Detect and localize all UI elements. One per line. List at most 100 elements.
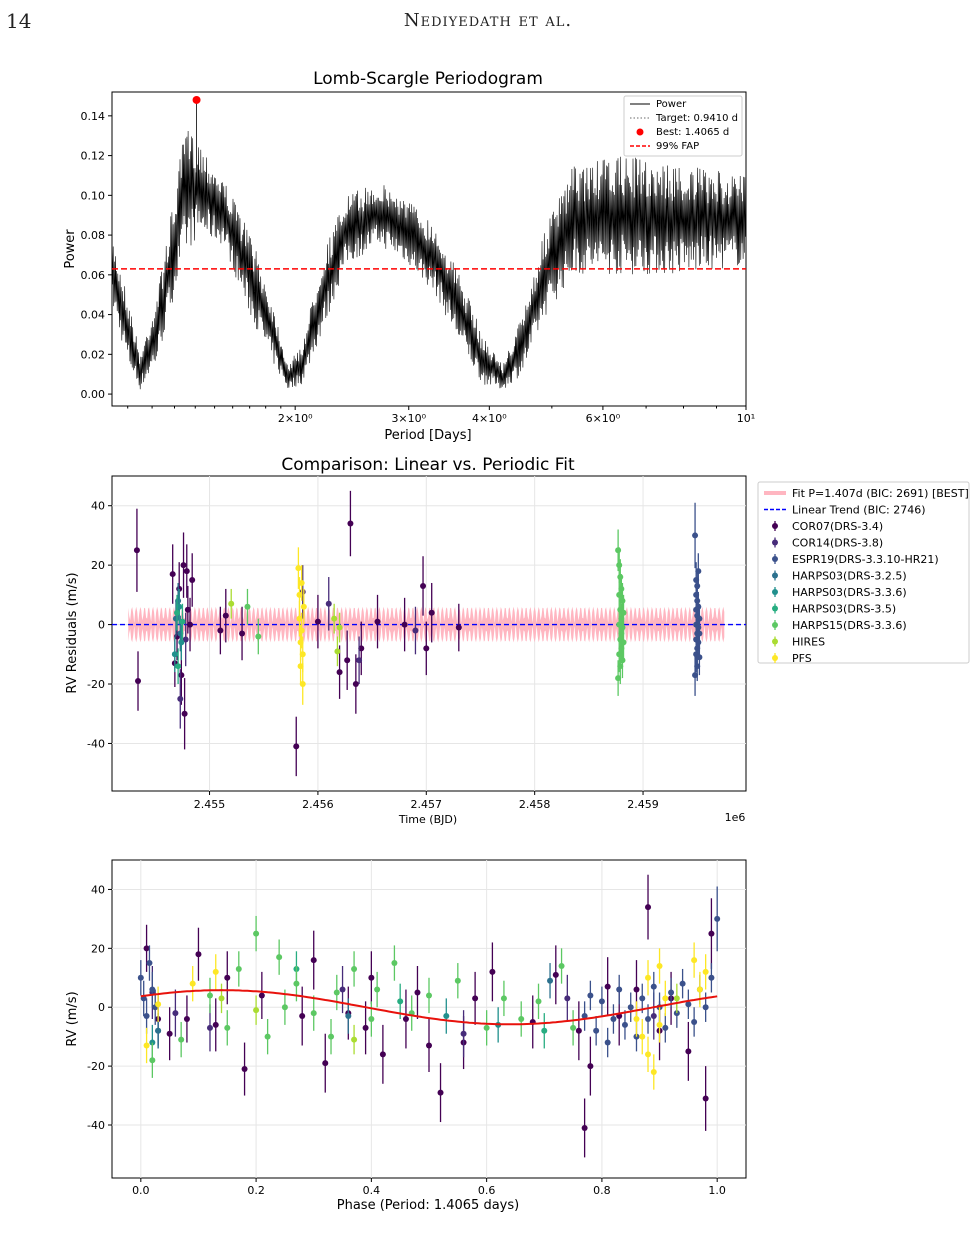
data-point [174, 609, 181, 616]
periodogram-legend: Power Target: 0.9410 d Best: 1.4065 d 99… [623, 95, 743, 157]
y-tick-label: -20 [87, 678, 105, 691]
legend-swatch-marker [772, 539, 778, 546]
data-point [685, 1001, 692, 1008]
data-point [169, 571, 176, 578]
data-point [358, 645, 365, 652]
data-point [650, 1013, 657, 1020]
legend-swatch-marker [772, 556, 778, 562]
comparison-offset: 1e6 [725, 811, 746, 824]
data-point [176, 603, 183, 610]
data-point [673, 995, 680, 1002]
data-point [217, 627, 224, 634]
data-point [155, 1001, 162, 1008]
data-point [616, 562, 623, 569]
data-point [615, 675, 622, 682]
data-point [184, 606, 191, 613]
data-point [133, 547, 140, 554]
legend-swatch-marker [772, 655, 778, 661]
data-point [696, 654, 703, 661]
data-point [224, 1024, 231, 1031]
data-point [645, 1016, 652, 1022]
data-point [518, 1016, 525, 1022]
data-point [218, 995, 225, 1002]
data-point [575, 1027, 582, 1034]
data-point [379, 1051, 386, 1058]
data-point [581, 1124, 588, 1131]
data-point [581, 1013, 588, 1020]
data-point [187, 621, 194, 628]
data-point [244, 603, 251, 610]
data-point [135, 678, 142, 685]
data-point [639, 1033, 646, 1040]
data-point [143, 1042, 150, 1049]
legend-label: HARPS15(DRS-3.3.6) [792, 619, 907, 632]
data-point [696, 986, 703, 993]
legend-best: Best: 1.4065 d [656, 127, 729, 138]
data-point [336, 669, 343, 676]
legend-label: Linear Trend (BIC: 2746) [792, 504, 926, 517]
data-point [336, 624, 343, 631]
x-tick-label: 2×10⁰ [278, 412, 313, 425]
data-point [189, 577, 196, 584]
y-tick-label: -40 [87, 1119, 105, 1132]
data-point [178, 1036, 185, 1043]
running-head: Nediyedath et al. [403, 10, 573, 31]
data-point [454, 977, 461, 984]
page-header: 14 Nediyedath et al. [0, 0, 976, 50]
data-point [620, 639, 627, 646]
data-point [351, 1036, 358, 1043]
y-tick-label: 0.04 [81, 309, 106, 322]
data-point [298, 627, 305, 634]
x-tick-label: 0.8 [593, 1184, 611, 1197]
data-point [295, 565, 302, 572]
data-point [276, 954, 283, 961]
data-point [228, 600, 235, 607]
y-tick-label: 40 [91, 500, 105, 513]
legend-label: ESPR19(DRS-3.3.10-HR21) [792, 553, 939, 566]
data-point [633, 986, 640, 993]
data-point [593, 1027, 600, 1034]
data-point [178, 672, 185, 679]
data-point [695, 568, 702, 575]
data-point [146, 960, 153, 967]
data-point [293, 980, 300, 987]
data-point [299, 1013, 306, 1020]
x-tick-label: 0.2 [247, 1184, 265, 1197]
data-point [604, 983, 611, 990]
data-point [182, 636, 189, 643]
y-tick-label: -20 [87, 1060, 105, 1073]
data-point [322, 1060, 329, 1067]
data-point [558, 963, 565, 969]
data-point [333, 989, 340, 996]
data-point [175, 663, 182, 670]
data-point [650, 983, 657, 990]
data-point [472, 995, 479, 1002]
data-point [258, 992, 265, 999]
data-point [368, 1016, 375, 1022]
data-point [344, 657, 351, 664]
legend-label: PFS [792, 652, 812, 665]
data-point [570, 1024, 577, 1031]
legend-swatch-marker [772, 605, 778, 612]
data-point [300, 603, 307, 610]
legend-label: COR07(DRS-3.4) [792, 520, 883, 533]
data-point [587, 992, 594, 999]
data-point [692, 532, 699, 539]
data-point [645, 904, 652, 911]
data-point [412, 627, 419, 634]
phase-xlabel: Phase (Period: 1.4065 days) [337, 1198, 519, 1213]
y-tick-label: 0 [98, 1001, 105, 1014]
y-tick-label: 0.10 [81, 189, 106, 202]
data-point [310, 957, 317, 964]
data-point [620, 609, 627, 616]
data-point [299, 681, 306, 688]
data-point [296, 591, 303, 598]
y-tick-label: 0.12 [81, 150, 106, 163]
data-point [183, 568, 190, 575]
x-tick-label: 0.4 [363, 1184, 381, 1197]
data-point [397, 998, 404, 1005]
data-point [351, 965, 358, 972]
y-tick-label: 0.02 [81, 348, 106, 361]
data-point [391, 960, 398, 967]
x-tick-label: 10¹ [737, 412, 755, 425]
